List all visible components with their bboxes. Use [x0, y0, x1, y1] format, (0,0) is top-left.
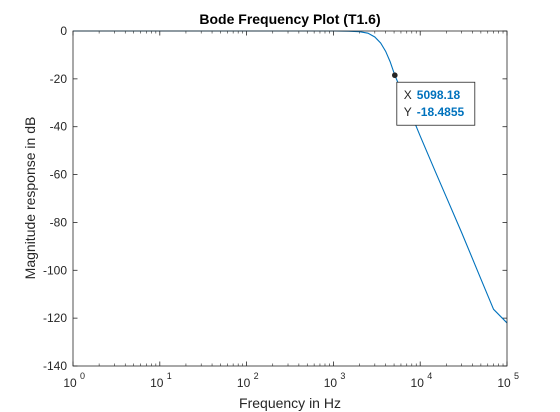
x-tick-label-exponent: 0 [80, 371, 85, 381]
datatip-y-value: -18.4855 [417, 105, 465, 119]
datatip-marker [392, 72, 398, 79]
plot-area [73, 31, 507, 366]
y-tick-label: -20 [50, 72, 68, 86]
y-axis-label: Magnitude response in dB [22, 117, 38, 280]
x-tick-label: 10 [324, 376, 338, 390]
x-axis-label: Frequency in Hz [239, 395, 341, 411]
y-tick-label: -40 [50, 120, 68, 134]
x-tick-label-exponent: 3 [340, 371, 345, 381]
y-tick-label: -120 [43, 311, 67, 325]
datatip-y-label: Y [404, 105, 412, 119]
y-axis-ticks: 0 -20 -40 -60 -80 -100 -120 -140 [43, 24, 507, 373]
y-tick-label: 0 [60, 24, 67, 38]
y-tick-label: -80 [50, 215, 68, 229]
datatip-x-value: 5098.18 [417, 88, 461, 102]
x-tick-label: 10 [411, 376, 425, 390]
x-tick-label-exponent: 5 [514, 371, 519, 381]
x-tick-label-exponent: 2 [254, 371, 259, 381]
chart-title: Bode Frequency Plot (T1.6) [199, 11, 380, 27]
x-tick-label: 10 [497, 376, 511, 390]
x-axis-ticks: 10 0 10 1 10 2 10 3 10 4 10 5 [63, 31, 519, 390]
x-tick-label-exponent: 4 [427, 371, 432, 381]
plot-frame [72, 30, 508, 367]
y-tick-label: -60 [50, 168, 68, 182]
datatip-box [396, 81, 476, 126]
x-tick-label: 10 [63, 376, 77, 390]
x-tick-label-exponent: 1 [167, 371, 172, 381]
y-tick-label: -100 [43, 263, 67, 277]
datatip-x-label: X [404, 88, 412, 102]
x-tick-label: 10 [237, 376, 251, 390]
datatip[interactable]: X 5098.18 Y -18.4855 [392, 72, 476, 126]
y-tick-label: -140 [43, 359, 67, 373]
x-tick-label: 10 [150, 376, 164, 390]
